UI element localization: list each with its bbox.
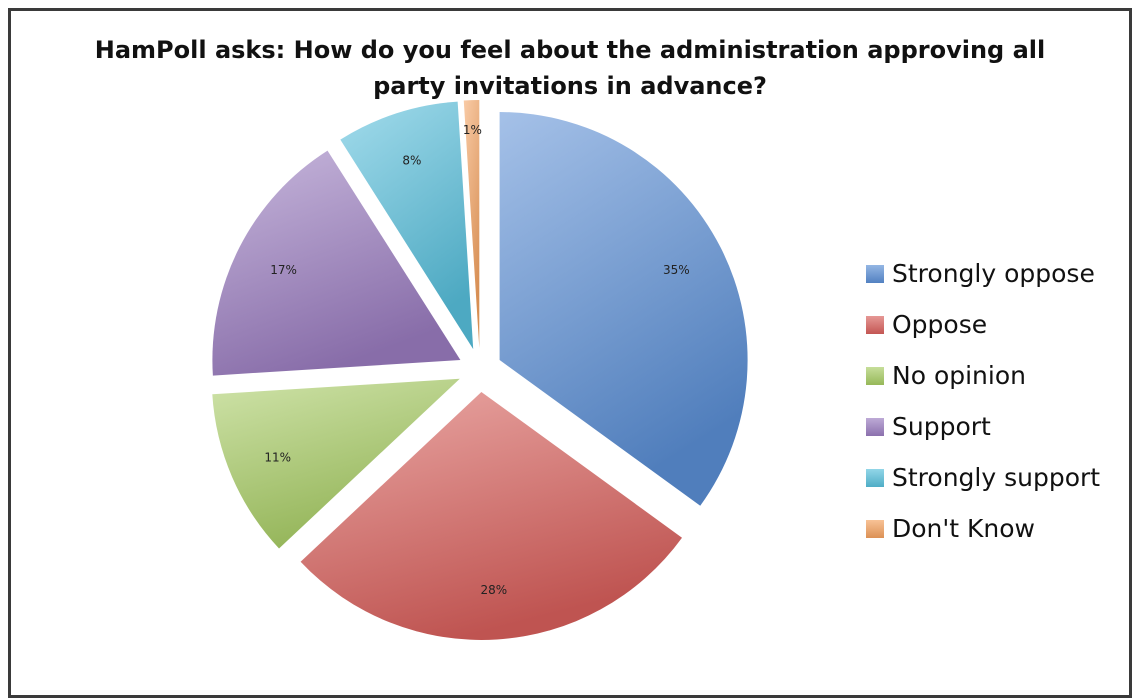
legend-swatch-support xyxy=(866,417,884,436)
chart-title-line-2: party invitations in advance? xyxy=(373,72,767,100)
data-label-strongly-support: 8% xyxy=(402,153,421,167)
chart-title: HamPoll asks: How do you feel about the … xyxy=(40,32,1100,104)
legend-label-strongly-support: Strongly support xyxy=(892,463,1101,492)
legend: Strongly oppose Oppose No opinion Support St… xyxy=(866,248,1100,554)
legend-label-strongly-oppose: Strongly oppose xyxy=(892,259,1095,288)
legend-swatch-strongly-oppose xyxy=(866,264,884,283)
pie-data-labels: 35% 28% 11% 17% 8% 1% xyxy=(264,123,689,597)
data-label-oppose: 28% xyxy=(481,583,508,597)
legend-item-support: Support xyxy=(866,401,1100,452)
legend-label-support: Support xyxy=(892,412,991,441)
pie-slice-strongly-oppose xyxy=(499,112,748,506)
chart-title-line-1: HamPoll asks: How do you feel about the … xyxy=(94,36,1046,64)
data-label-strongly-oppose: 35% xyxy=(663,263,690,277)
legend-swatch-no-opinion xyxy=(866,366,884,385)
legend-item-strongly-oppose: Strongly oppose xyxy=(866,248,1100,299)
data-label-no-opinion: 11% xyxy=(264,451,291,465)
pie-slices xyxy=(212,100,748,640)
legend-swatch-strongly-support xyxy=(866,468,884,487)
pie-slice-oppose xyxy=(300,391,683,640)
data-label-don-t-know: 1% xyxy=(463,123,482,137)
legend-swatch-don-t-know xyxy=(866,519,884,538)
data-label-support: 17% xyxy=(270,263,297,277)
pie-slice-no-opinion xyxy=(212,378,460,549)
legend-item-oppose: Oppose xyxy=(866,299,1100,350)
legend-label-don-t-know: Don't Know xyxy=(892,514,1035,543)
legend-label-oppose: Oppose xyxy=(892,310,988,339)
legend-item-no-opinion: No opinion xyxy=(866,350,1100,401)
legend-item-don-t-know: Don't Know xyxy=(866,503,1100,554)
pie-slice-don-t-know xyxy=(463,100,480,349)
legend-item-strongly-support: Strongly support xyxy=(866,452,1100,503)
legend-swatch-oppose xyxy=(866,315,884,334)
pie-slice-support xyxy=(212,150,461,376)
pie-slice-strongly-support xyxy=(340,101,474,350)
legend-label-no-opinion: No opinion xyxy=(892,361,1026,390)
